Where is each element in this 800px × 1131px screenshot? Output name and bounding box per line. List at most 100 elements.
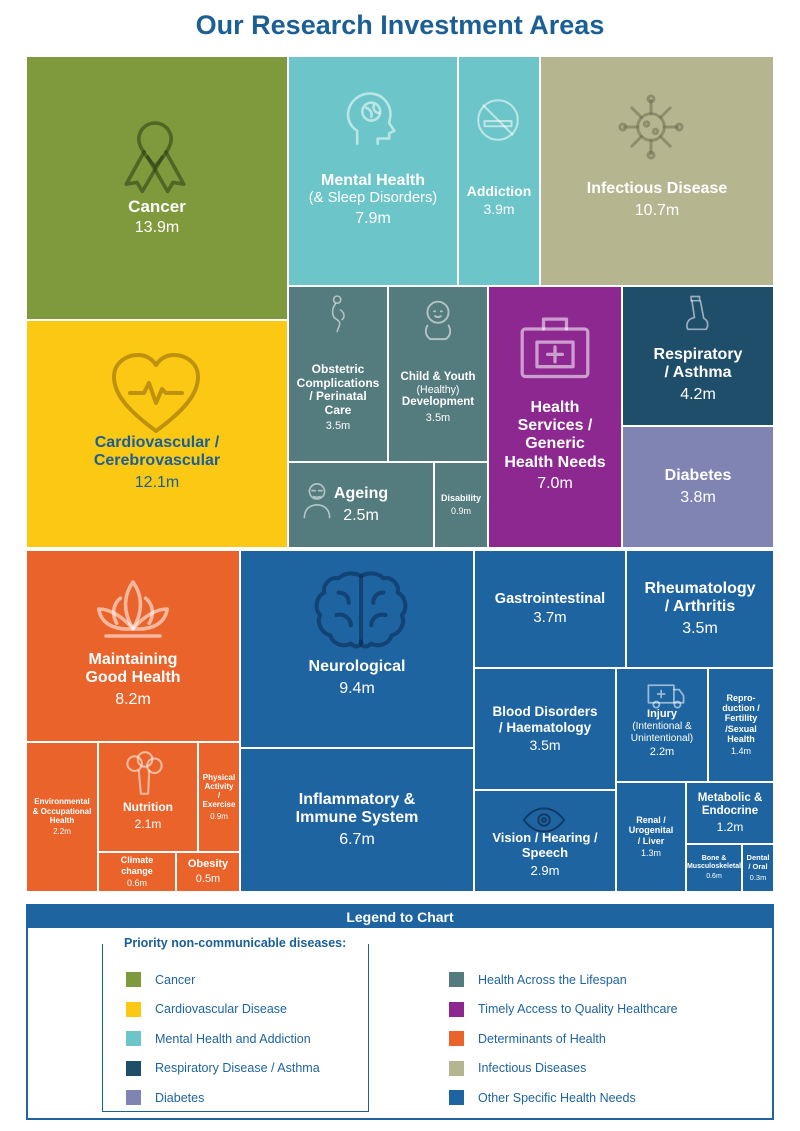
legend-item: Infectious Diseases: [449, 1060, 587, 1076]
cell-value: 2.5m: [343, 506, 379, 524]
cell-label: Rheumatology / Arthritis: [644, 580, 756, 616]
cell-obesity: Obesity 0.5m: [176, 852, 240, 892]
cell-value: 3.8m: [680, 488, 716, 506]
cell-sublabel: (Healthy): [416, 384, 460, 397]
cell-respiratory: Respiratory / Asthma 4.2m: [622, 286, 774, 426]
cell-reproduction: Repro-duction / Fertility/Sexual Health 1.4…: [708, 668, 774, 782]
cell-environmental: Environmental & Occupational Health 2.2m: [26, 742, 98, 892]
cell-value: 4.2m: [680, 385, 716, 403]
cell-physical: Physical Activity / Exercise 0.9m: [198, 742, 240, 852]
cell-label: Cardiovascular / Cerebrovascular: [93, 434, 221, 470]
legend-item: Diabetes: [126, 1090, 204, 1105]
priority-title: Priority non-communicable diseases:: [124, 936, 347, 950]
cell-value: 7.0m: [537, 475, 573, 493]
cell-label: Physical Activity / Exercise: [202, 772, 236, 810]
cell-value: 2.1m: [134, 816, 162, 831]
legend-swatch: [126, 1001, 141, 1017]
cell-value: 3.5m: [425, 411, 451, 424]
cell-value: 9.4m: [339, 679, 375, 697]
legend-label: Respiratory Disease / Asthma: [155, 1061, 320, 1075]
cell-value: 12.1m: [134, 473, 180, 491]
cell-value: 0.5m: [195, 872, 221, 885]
cell-label: Infectious Disease: [586, 180, 728, 198]
cell-label: Disability: [440, 493, 481, 504]
cell-label: Vision / Hearing / Speech: [492, 830, 598, 861]
legend-label: Other Specific Health Needs: [478, 1090, 636, 1105]
legend-swatch: [126, 1031, 141, 1046]
cell-neurological: Neurological 9.4m: [240, 550, 474, 748]
legend-item: Other Specific Health Needs: [449, 1090, 636, 1105]
cell-label: Cancer: [128, 196, 186, 216]
cell-label: Nutrition: [123, 799, 173, 814]
cell-value: 7.9m: [355, 210, 391, 228]
broccoli-icon: [118, 748, 170, 800]
cell-rheuma: Rheumatology / Arthritis 3.5m: [626, 550, 774, 668]
legend-swatch: [449, 972, 464, 987]
legend-label: Diabetes: [155, 1090, 205, 1105]
cell-value: 10.7m: [634, 201, 680, 219]
head-brain-icon: [338, 86, 402, 150]
cell-injury: Injury (Intentional & Unintentional) 2.2m: [616, 668, 708, 782]
legend-swatch: [126, 972, 141, 987]
cell-value: 2.2m: [649, 746, 675, 759]
cell-value: 0.6m: [706, 872, 722, 880]
legend-swatch: [449, 1090, 464, 1105]
cell-disability: Disability 0.9m: [434, 462, 488, 548]
legend-label: Mental Health and Addiction: [155, 1031, 311, 1046]
cell-value: 0.3m: [749, 873, 767, 883]
cell-metabolic: Metabolic & Endocrine 1.2m: [686, 782, 774, 844]
cell-child: Child & Youth (Healthy) Development 3.5m: [388, 286, 488, 462]
cell-sublabel: (& Sleep Disorders): [308, 190, 438, 207]
cell-label: Inflammatory & Immune System: [295, 791, 419, 827]
cell-label-2: Development: [401, 396, 475, 409]
cell-value: 1.4m: [730, 746, 751, 757]
cell-cardio: Cardiovascular / Cerebrovascular 12.1m: [26, 320, 288, 548]
legend-label: Health Across the Lifespan: [478, 972, 627, 987]
cell-label: Respiratory / Asthma: [653, 346, 743, 382]
cell-addiction: Addiction 3.9m: [458, 56, 540, 286]
cell-value: 3.7m: [533, 609, 567, 627]
cell-label: Environmental & Occupational Health: [32, 797, 92, 825]
cell-label: Addiction: [466, 182, 532, 199]
elderly-icon: [296, 478, 338, 520]
cell-value: 2.9m: [530, 863, 560, 879]
cell-vision: Vision / Hearing / Speech 2.9m: [474, 790, 616, 892]
cell-label: Bone & Musculoskeletal: [686, 854, 742, 870]
legend-swatch: [449, 1001, 464, 1017]
cell-value: 1.3m: [640, 848, 661, 859]
legend-swatch: [126, 1090, 141, 1105]
inhaler-icon: [676, 294, 718, 336]
cell-blood: Blood Disorders / Haematology 3.5m: [474, 668, 616, 790]
legend: Legend to Chart Priority non-communicabl…: [26, 904, 774, 1120]
medical-kit-icon: [514, 306, 596, 388]
cell-value: 8.2m: [115, 690, 151, 708]
legend-label: Cardiovascular Disease: [155, 1002, 288, 1016]
legend-swatch: [126, 1060, 141, 1076]
cell-diabetes: Diabetes 3.8m: [622, 426, 774, 548]
chart-title: Our Research Investment Areas: [195, 10, 605, 40]
cell-sublabel: (Intentional & Unintentional): [630, 721, 694, 744]
legend-item: Respiratory Disease / Asthma: [126, 1060, 320, 1076]
legend-label: Infectious Diseases: [478, 1061, 587, 1075]
legend-swatch: [449, 1060, 464, 1076]
cell-label: Repro-duction / Fertility/Sexual Health: [722, 692, 760, 745]
cell-label: Neurological: [308, 658, 406, 676]
cell-value: 13.9m: [134, 219, 180, 237]
cell-value: 3.5m: [325, 420, 351, 432]
lotus-icon: [88, 564, 178, 654]
cell-label: Obesity: [187, 858, 229, 871]
cell-label: Obstetric Complications / Perinatal Care: [296, 361, 380, 418]
brain-icon: [310, 562, 412, 664]
cell-value: 3.5m: [682, 619, 718, 637]
ambulance-icon: [644, 672, 688, 716]
cell-label: Maintaining Good Health: [85, 651, 181, 687]
cell-label: Health Services / Generic Health Needs: [504, 398, 606, 471]
cell-infectious: Infectious Disease 10.7m: [540, 56, 774, 286]
legend-item: Cancer: [126, 972, 195, 987]
cell-value: 6.7m: [339, 830, 375, 848]
cell-label: Blood Disorders / Haematology: [492, 704, 598, 735]
cell-label: Gastrointestinal: [494, 590, 606, 607]
cell-label: Metabolic & Endocrine: [697, 791, 763, 817]
cell-climate: Climate change 0.6m: [98, 852, 176, 892]
legend-label: Cancer: [155, 972, 196, 987]
